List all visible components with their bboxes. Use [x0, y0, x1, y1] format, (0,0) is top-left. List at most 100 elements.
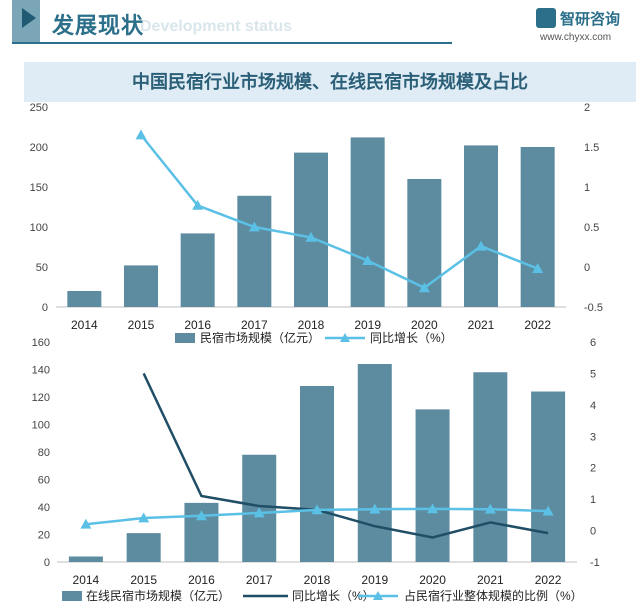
y-left-tick-label: 140	[32, 365, 50, 377]
triangle-marker	[195, 510, 207, 521]
logo-name: 智研咨询	[560, 11, 621, 28]
y-left-tick-label: 160	[32, 337, 50, 349]
triangle-marker	[484, 503, 496, 514]
bar	[415, 409, 450, 562]
y-right-tick-label: 1	[584, 182, 590, 194]
triangle-marker	[80, 518, 92, 529]
triangle-marker	[475, 240, 487, 251]
bar	[124, 265, 158, 307]
legend-label: 在线民宿市场规模（亿元）	[86, 588, 230, 603]
y-left-tick-label: 150	[30, 182, 48, 194]
y-left-tick-label: 80	[38, 447, 50, 459]
chart-title-banner: 中国民宿行业市场规模、在线民宿市场规模及占比	[24, 62, 636, 102]
triangle-marker	[248, 221, 260, 232]
legend-label: 民宿市场规模（亿元）	[200, 330, 320, 345]
triangle-marker	[311, 504, 323, 515]
y-right-tick-label: 0.5	[584, 222, 599, 234]
y-right-tick-label: 2	[584, 102, 590, 114]
x-tick-label: 2019	[354, 318, 381, 332]
bar	[180, 233, 215, 307]
y-right-tick-label: 6	[590, 337, 596, 349]
y-left-tick-label: 0	[44, 557, 50, 569]
x-tick-label: 2014	[71, 318, 98, 332]
logo-icon	[536, 8, 556, 28]
y-right-tick-label: 0	[584, 262, 590, 274]
bar	[300, 386, 334, 562]
bar	[67, 291, 102, 307]
triangle-marker	[305, 231, 317, 242]
bar	[126, 533, 161, 562]
y-left-tick-label: 40	[38, 502, 50, 514]
header-english-subtitle: Development status	[140, 18, 293, 35]
bar	[473, 372, 508, 562]
series-line	[142, 372, 549, 539]
y-right-tick-label: 0	[590, 526, 596, 538]
bar	[237, 195, 272, 307]
y-right-tick-label: 2	[590, 463, 596, 475]
bar	[357, 364, 392, 562]
x-tick-label: 2020	[419, 573, 446, 587]
legend-triangle-marker	[373, 591, 383, 600]
legend-triangle-marker	[340, 333, 350, 342]
y-right-tick-label: 1.5	[584, 142, 599, 154]
triangle-marker	[542, 505, 554, 516]
triangle-marker	[192, 199, 204, 210]
x-tick-label: 2019	[361, 573, 388, 587]
legend-label: 同比增长（%）	[370, 331, 453, 345]
bar	[531, 391, 566, 562]
x-tick-label: 2016	[184, 318, 211, 332]
triangle-marker	[362, 255, 374, 265]
legend-bar-swatch	[62, 591, 82, 601]
triangle-marker	[135, 129, 147, 140]
y-right-tick-label: 3	[590, 431, 596, 443]
chart-panel-1: 0 50 100 150 200 250 -0.5 0 0.5 1 1.5 2 2014 2015 2016…	[30, 102, 603, 345]
y-right-tick-label: 5	[590, 368, 596, 380]
triangle-marker	[369, 503, 381, 514]
y-left-tick-label: 100	[30, 222, 48, 234]
y-left-tick-label: 0	[42, 302, 48, 314]
x-tick-label: 2022	[535, 573, 562, 587]
triangle-marker	[138, 512, 150, 523]
y-left-tick-label: 60	[38, 475, 50, 487]
x-tick-label: 2015	[128, 318, 155, 332]
x-tick-label: 2017	[246, 573, 273, 587]
bar	[350, 137, 385, 307]
x-tick-label: 2018	[298, 318, 325, 332]
series-line	[140, 134, 539, 290]
legend-label: 占民宿行业整体规模的比例（%）	[404, 588, 583, 603]
chart-panel-2: 0 20 40 60 80 100 120 140 160 -1 0 1 2 3 4 5 6 2014 2015 20…	[32, 337, 600, 603]
header-arrow-icon	[22, 8, 36, 28]
x-tick-label: 2017	[241, 318, 268, 332]
x-tick-label: 2016	[188, 573, 215, 587]
triangle-marker	[418, 282, 430, 293]
y-right-tick-label: -1	[590, 557, 600, 569]
bar	[520, 147, 555, 307]
chart-title: 中国民宿行业市场规模、在线民宿市场规模及占比	[132, 72, 528, 92]
x-tick-label: 2021	[468, 318, 495, 332]
legend-label: 同比增长（%）	[292, 589, 375, 603]
x-tick-label: 2018	[304, 573, 331, 587]
header-underline	[12, 42, 452, 44]
x-tick-label: 2015	[130, 573, 157, 587]
y-left-tick-label: 20	[38, 530, 50, 542]
y-right-tick-label: -0.5	[584, 302, 603, 314]
x-tick-label: 2020	[411, 318, 438, 332]
y-left-tick-label: 120	[32, 392, 50, 404]
bar	[294, 152, 328, 307]
x-tick-label: 2014	[73, 573, 100, 587]
legend-bar-swatch	[175, 333, 195, 343]
triangle-marker	[532, 263, 544, 273]
y-left-tick-label: 50	[36, 262, 48, 274]
y-left-tick-label: 100	[32, 420, 50, 432]
bar	[68, 556, 103, 562]
logo-url: www.chyxx.com	[540, 32, 612, 43]
page-header: Development status 发展现状 智研咨询 www.chyxx.c…	[0, 0, 640, 52]
triangle-marker	[427, 503, 439, 514]
y-right-tick-label: 1	[590, 494, 596, 506]
bar	[464, 145, 498, 307]
y-left-tick-label: 250	[30, 102, 48, 114]
x-tick-label: 2022	[524, 318, 551, 332]
section-title: 发展现状	[52, 13, 145, 38]
y-right-tick-label: 4	[590, 400, 596, 412]
